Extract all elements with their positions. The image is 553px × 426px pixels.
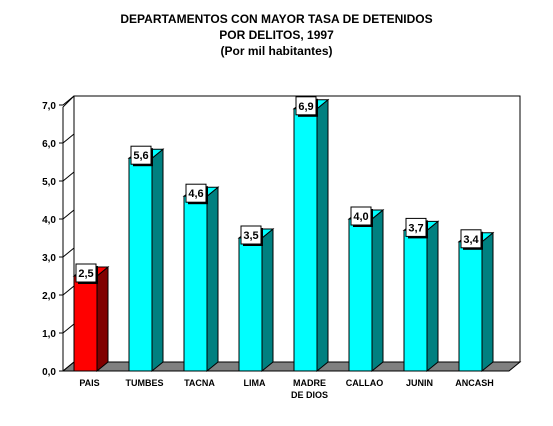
data-label-box: [295, 96, 317, 116]
bar-side: [481, 231, 494, 373]
y-tick-depth-line: [62, 209, 75, 220]
bar: [403, 229, 428, 372]
data-label-box: [185, 183, 207, 203]
chart-unit-note: (Por mil habitantes): [220, 44, 333, 58]
y-tick-depth-line: [62, 285, 75, 296]
data-label-box: [405, 217, 427, 237]
bar-side: [371, 208, 384, 373]
x-tick-label: MADRE: [293, 378, 326, 388]
bar-side: [261, 227, 274, 373]
chart-title: DEPARTAMENTOS CON MAYOR TASA DE DETENIDO…: [120, 12, 433, 26]
data-label-box: [350, 206, 372, 226]
data-label: 3,4: [463, 234, 479, 246]
y-tick-label: 0,0: [42, 367, 56, 378]
bar: [183, 195, 208, 372]
bar-side: [206, 186, 219, 373]
y-tick-depth-line: [62, 133, 75, 144]
x-tick-label: JUNIN: [406, 378, 433, 388]
data-label: 4,6: [188, 188, 203, 200]
y-tick-label: 1,0: [42, 329, 56, 340]
x-tick-label: DE DIOS: [291, 390, 328, 400]
bar: [458, 241, 483, 372]
y-tick-depth-line: [62, 361, 75, 372]
x-tick-label: PAIS: [79, 378, 99, 388]
x-tick-label: TUMBES: [126, 378, 164, 388]
data-label: 4,0: [353, 211, 368, 223]
bar: [128, 157, 153, 372]
bar-side: [426, 220, 439, 373]
data-label: 5,6: [133, 150, 148, 162]
bar-side: [151, 148, 164, 373]
data-label: 2,5: [78, 268, 93, 280]
bar: [238, 237, 263, 372]
y-tick-depth-line: [62, 247, 75, 258]
data-label-box: [460, 229, 482, 249]
chart-subtitle: POR DELITOS, 1997: [219, 28, 334, 42]
y-tick-depth-line: [62, 323, 75, 334]
data-label: 3,5: [243, 230, 258, 242]
y-tick-label: 7,0: [42, 101, 56, 112]
data-label: 6,9: [298, 101, 313, 113]
bar: [348, 218, 373, 372]
y-tick-label: 4,0: [42, 215, 56, 226]
bar-side: [316, 98, 329, 373]
y-tick-depth-line: [62, 95, 75, 106]
bar-side: [96, 265, 109, 373]
y-tick-label: 6,0: [42, 139, 56, 150]
data-label-box: [130, 145, 152, 165]
bar: [293, 108, 318, 372]
y-tick-label: 3,0: [42, 253, 56, 264]
y-tick-label: 2,0: [42, 291, 56, 302]
y-tick-depth-line: [62, 171, 75, 182]
x-tick-label: TACNA: [184, 378, 215, 388]
data-label-box: [75, 263, 97, 283]
x-tick-label: ANCASH: [455, 378, 494, 388]
x-tick-label: LIMA: [244, 378, 266, 388]
x-tick-label: CALLAO: [346, 378, 384, 388]
data-label: 3,7: [408, 222, 423, 234]
data-label-box: [240, 225, 262, 245]
bar: [73, 275, 98, 372]
y-tick-label: 5,0: [42, 177, 56, 188]
